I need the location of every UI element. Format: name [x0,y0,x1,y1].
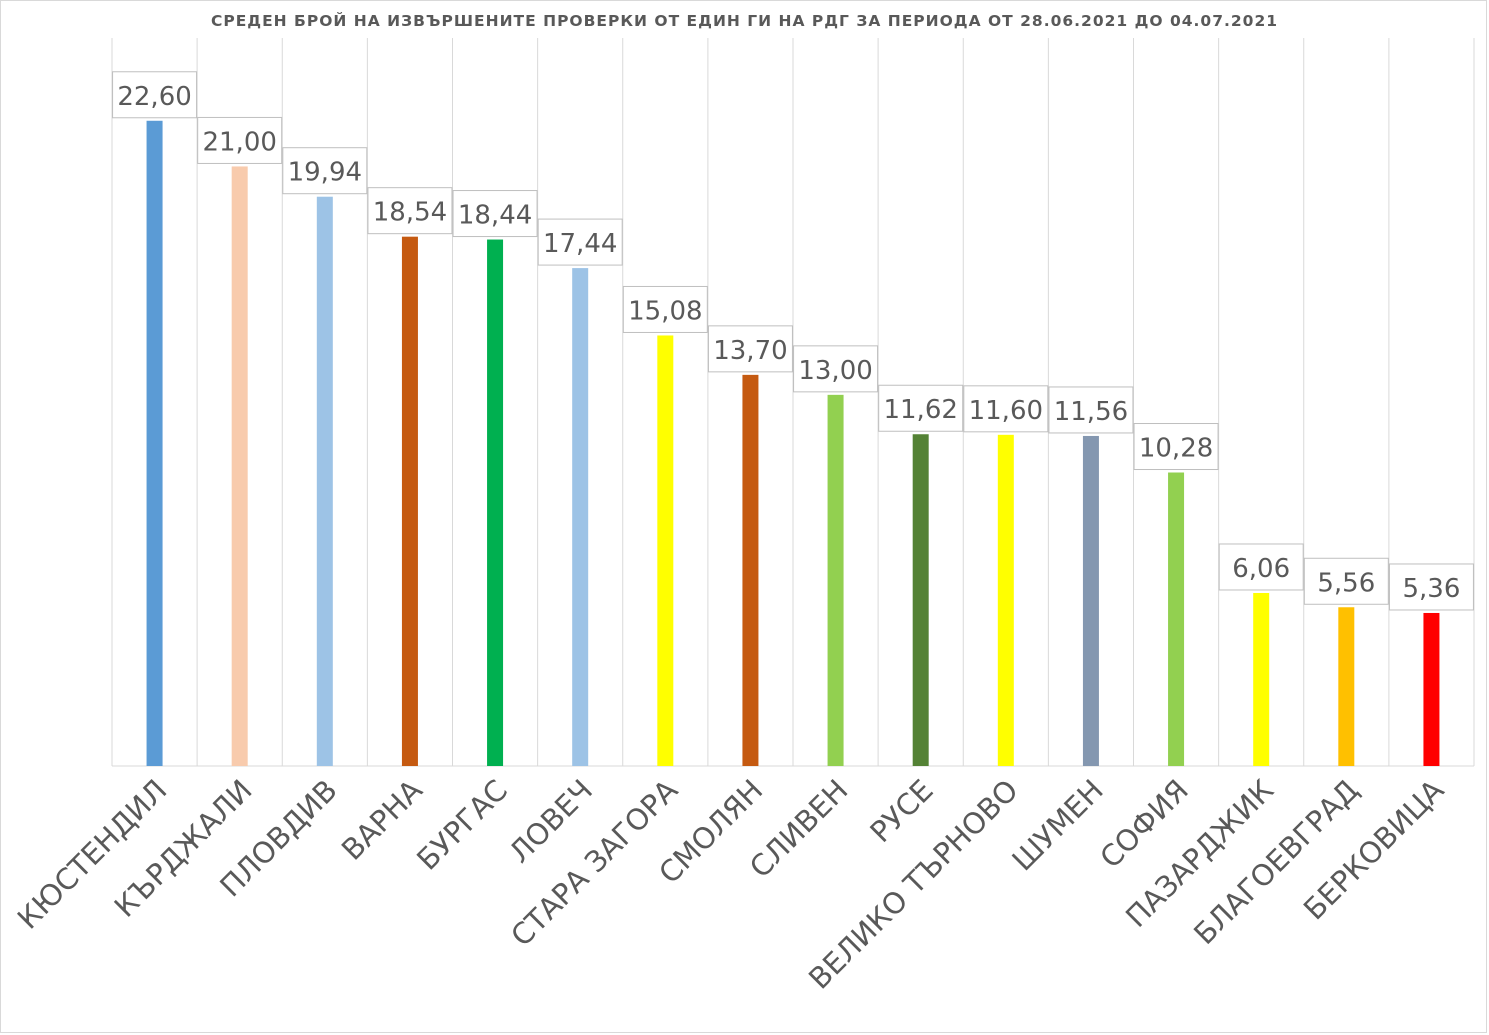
data-label: 19,94 [288,158,362,188]
bars [146,120,1440,767]
category-label: БУРГАС [410,773,514,877]
bar [912,434,929,766]
gridlines [111,38,1475,767]
data-label-box [1388,563,1474,611]
data-label-box [1218,543,1304,591]
data-label: 21,00 [202,127,276,157]
data-label: 5,36 [1402,574,1460,604]
data-label: 13,70 [713,336,787,366]
data-label-box [878,384,964,432]
data-label-box [963,385,1049,433]
data-label: 10,28 [1139,434,1213,464]
bar [316,196,333,766]
category-label: КЮСТЕНДИЛ [11,773,174,936]
data-label-box [1303,557,1389,605]
data-label: 17,44 [543,229,617,259]
data-label: 15,08 [628,296,702,326]
data-label-box [452,190,538,238]
bar [1168,472,1185,766]
data-label: 6,06 [1232,554,1290,584]
bar [401,236,418,767]
data-label-box [707,325,793,373]
bar [1082,435,1099,766]
bar [1338,607,1355,766]
data-label: 18,54 [373,198,447,228]
data-label-box [112,71,198,119]
data-label-box [537,218,623,266]
bar [572,268,589,766]
data-label: 22,60 [117,82,191,112]
category-label: ШУМЕН [1005,773,1110,878]
bar [997,434,1014,766]
bar [487,239,504,767]
data-label-box [282,147,368,195]
data-label: 11,62 [883,395,957,425]
bar [231,166,248,766]
category-label: РУСЕ [863,773,939,849]
chart-title: СРЕДЕН БРОЙ НА ИЗВЪРШЕНИТЕ ПРОВЕРКИ ОТ Е… [210,12,1279,30]
data-label-box [1133,423,1219,471]
bar [657,335,674,766]
bar [1423,612,1440,766]
data-label: 5,56 [1317,568,1375,598]
data-label: 11,60 [969,396,1043,426]
bar [1253,592,1270,766]
data-label-box [367,187,453,235]
data-label-box [793,345,879,393]
data-labels: 22,60 21,00 19,94 18,54 18,44 17,44 15,08 13,70… [112,71,1474,611]
category-label: ПАЗАРДЖИК [1119,773,1280,934]
data-label-box [1048,386,1134,434]
data-label-box [622,285,708,333]
data-label: 11,56 [1054,397,1128,427]
category-labels: КЮСТЕНДИЛКЪРДЖАЛИПЛОВДИВВАРНАБУРГАСЛОВЕЧ… [11,773,1451,996]
data-label-box [197,116,283,164]
bar [742,374,759,766]
bar [146,120,163,766]
bar [827,394,844,766]
data-label: 13,00 [798,356,872,386]
data-label: 18,44 [458,201,532,231]
